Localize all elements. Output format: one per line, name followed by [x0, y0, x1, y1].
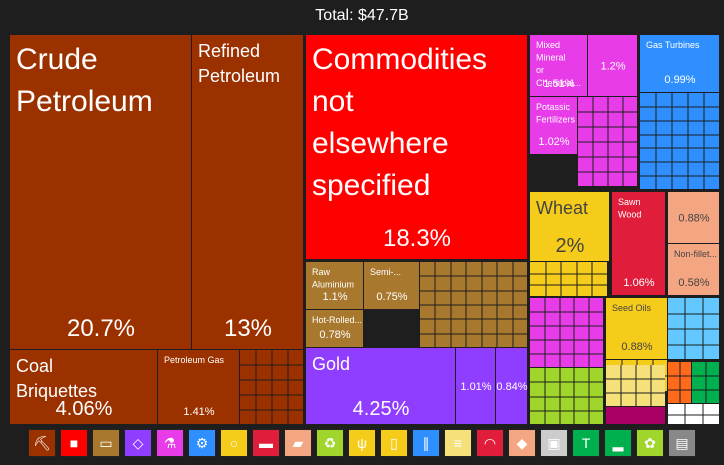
treemap-cell[interactable] [640, 93, 719, 189]
treemap-cell[interactable] [668, 244, 719, 295]
treemap-cell[interactable] [606, 407, 665, 424]
treemap-cell[interactable] [306, 35, 527, 259]
cell-label: Seed Oils [612, 303, 652, 313]
gem-icon[interactable]: ◇ [124, 429, 152, 457]
animal-hide-icon[interactable]: ▰ [284, 429, 312, 457]
cell-label: Hot-Rolled... [312, 315, 362, 325]
machine-icon[interactable]: ⚙ [188, 429, 216, 457]
cell-value: 4.25% [353, 398, 410, 420]
paper-icon[interactable]: ≡ [444, 429, 472, 457]
cell-value: 0.99% [664, 74, 695, 86]
treemap-cell[interactable] [640, 35, 719, 92]
recycle-icon[interactable]: ♻ [316, 429, 344, 457]
transport-icon[interactable]: ∥ [412, 429, 440, 457]
cell-value: 13% [224, 315, 272, 342]
cell-label: Gold [312, 354, 350, 374]
foodstuff-icon[interactable]: ▯ [380, 429, 408, 457]
cell-label: Raw Aluminium [312, 267, 354, 290]
cell-label: Semi-... [370, 267, 401, 277]
cell-value: 1.02% [538, 136, 569, 148]
cell-value: 0.78% [319, 329, 350, 341]
cell-value: 20.7% [67, 315, 135, 342]
cell-label: Wheat [536, 198, 588, 218]
cell-label: Petroleum Gas [164, 355, 225, 365]
cell-value: 1.01% [460, 381, 491, 393]
treemap-cell[interactable] [456, 348, 495, 424]
cell-value: 1.51% [543, 78, 574, 90]
treemap-cell[interactable] [364, 262, 419, 309]
plastic-icon[interactable]: ▬ [252, 429, 280, 457]
cell-label: Sawn Wood [618, 197, 641, 220]
cell-label: Non-fillet... [674, 249, 717, 259]
animal-icon[interactable]: ○ [220, 429, 248, 457]
cell-value: 0.88% [678, 213, 709, 225]
treemap-cell[interactable] [530, 262, 607, 296]
treemap-cell[interactable] [612, 192, 665, 295]
footwear-icon[interactable]: ▂ [604, 429, 632, 457]
treemap-cell[interactable] [668, 192, 719, 243]
treemap-cell[interactable] [530, 192, 609, 261]
treemap-cell[interactable] [588, 35, 637, 96]
treemap-cell[interactable] [530, 35, 587, 96]
cell-label: Commodities not elsewhere specified [312, 43, 487, 202]
metals-icon[interactable]: ▭ [92, 429, 120, 457]
cell-value: 18.3% [383, 225, 451, 252]
cell-value: 1.2% [600, 61, 625, 73]
cell-label: Potassic Fertilizers [536, 102, 576, 125]
treemap-cell[interactable] [158, 350, 239, 424]
art-icon[interactable]: ▤ [668, 429, 696, 457]
commodity-icon[interactable]: ■ [60, 429, 88, 457]
treemap-cell[interactable] [10, 35, 191, 349]
instrument-icon[interactable]: ◠ [476, 429, 504, 457]
mineral-icon[interactable]: ⛏ [28, 429, 56, 457]
treemap-cell[interactable] [496, 348, 527, 424]
chemical-icon[interactable]: ⚗ [156, 429, 184, 457]
cell-value: 1.1% [322, 291, 347, 303]
treemap-cell[interactable] [668, 404, 719, 424]
treemap-cell[interactable] [192, 35, 303, 349]
treemap-cell[interactable] [306, 262, 363, 309]
cell-label: Crude Petroleum [16, 43, 153, 118]
cell-value: 0.75% [376, 291, 407, 303]
cell-label: Gas Turbines [646, 40, 700, 50]
cell-value: 1.41% [183, 406, 214, 418]
wood-icon[interactable]: ▣ [540, 429, 568, 457]
treemap-cell[interactable] [606, 298, 667, 359]
treemap-cell[interactable] [530, 97, 577, 154]
vegetable-icon[interactable]: ψ [348, 429, 376, 457]
cell-value: 1.06% [623, 277, 654, 289]
treemap-cell[interactable] [306, 310, 363, 347]
treemap-cell[interactable] [306, 348, 455, 424]
cell-value: 2% [556, 235, 585, 257]
cell-label: Refined Petroleum [198, 41, 280, 86]
stone-icon[interactable]: ◆ [508, 429, 536, 457]
textile-icon[interactable]: T [572, 429, 600, 457]
cell-label: Coal Briquettes [16, 356, 97, 401]
treemap-cell[interactable] [530, 368, 603, 424]
cell-label: Mixed Mineral or Chemical... [536, 40, 581, 88]
total-label: Total: $47.7B [315, 7, 409, 24]
cell-value: 0.88% [621, 341, 652, 353]
treemap-cell[interactable] [530, 298, 603, 367]
category-legend: ⛏ ■ ▭ ◇ ⚗ ⚙ ○ ▬ ▰ ♻ ψ ▯ ∥ ≡ ◠ ◆ ▣ T ▂ ✿ ▤ [0, 429, 724, 461]
cell-value: 4.06% [56, 398, 113, 420]
treemap-cell[interactable] [10, 350, 157, 424]
cell-value: 0.84% [496, 381, 527, 393]
cell-value: 0.58% [678, 277, 709, 289]
animal-product-icon[interactable]: ✿ [636, 429, 664, 457]
